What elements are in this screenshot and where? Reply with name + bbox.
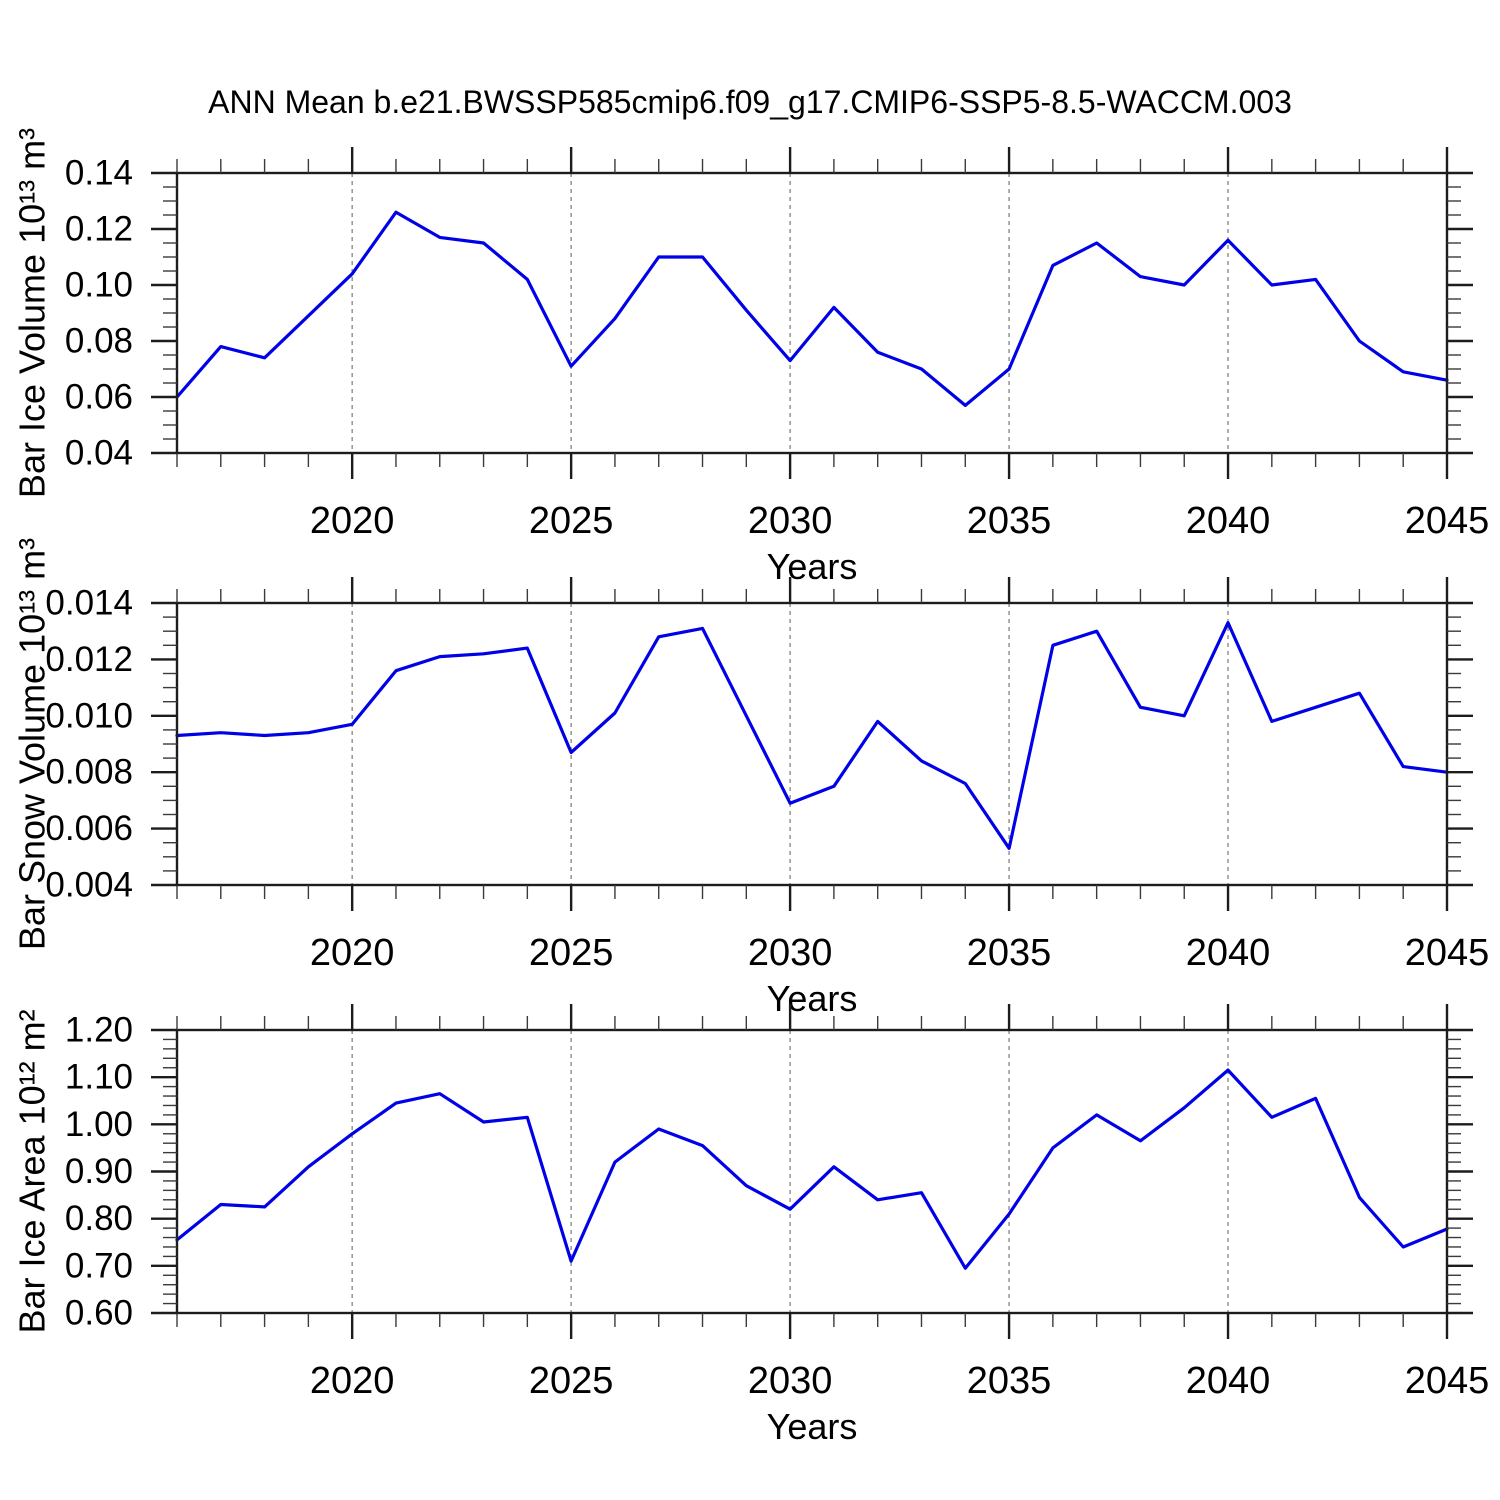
- y-tick-label: 0.10: [65, 266, 133, 305]
- x-tick-label: 2035: [967, 1360, 1052, 1402]
- y-axis-title: Bar Ice Volume 10¹³ m³: [12, 128, 53, 498]
- x-tick-label: 2030: [748, 932, 833, 974]
- x-axis-title: Years: [767, 1406, 858, 1447]
- x-tick-label: 2045: [1405, 500, 1490, 542]
- x-tick-label: 2025: [529, 932, 614, 974]
- x-tick-label: 2040: [1186, 1360, 1271, 1402]
- y-tick-label: 0.010: [45, 696, 133, 735]
- x-tick-label: 2020: [310, 932, 395, 974]
- series-line-bar-ice-area: [175, 1068, 1449, 1270]
- y-axis-title: Bar Ice Area 10¹² m²: [12, 1009, 53, 1333]
- y-tick-label: 0.08: [65, 322, 133, 361]
- y-tick-label: 0.60: [65, 1294, 133, 1333]
- y-tick-label: 0.006: [45, 809, 133, 848]
- x-tick-label: 2035: [967, 500, 1052, 542]
- y-axis-title: Bar Snow Volume 10¹³ m³: [12, 538, 53, 950]
- y-tick-label: 0.80: [65, 1199, 133, 1238]
- plot-frame: [175, 1028, 1449, 1315]
- y-tick-label: 0.04: [65, 434, 133, 473]
- plot-frame: [175, 171, 1449, 455]
- x-tick-label: 2035: [967, 932, 1052, 974]
- panel-bar-ice-volume: 0.04 0.06 0.08 0.10 0.12 0.14 2020 2025 2030 2035…: [12, 128, 1490, 587]
- y-tick-label: 0.70: [65, 1246, 133, 1285]
- y-tick-label: 0.012: [45, 640, 133, 679]
- figure-title: ANN Mean b.e21.BWSSP585cmip6.f09_g17.CMI…: [208, 84, 1292, 120]
- x-tick-label: 2025: [529, 500, 614, 542]
- x-axis-title: Years: [767, 978, 858, 1019]
- x-tick-label: 2020: [310, 500, 395, 542]
- x-tick-label: 2040: [1186, 932, 1271, 974]
- series-line-bar-snow-volume: [175, 621, 1449, 850]
- x-tick-label: 2030: [748, 1360, 833, 1402]
- y-tick-label: 1.00: [65, 1105, 133, 1144]
- y-tick-label: 0.12: [65, 210, 133, 249]
- y-tick-label: 0.06: [65, 378, 133, 417]
- x-tick-label: 2045: [1405, 1360, 1490, 1402]
- x-tick-label: 2045: [1405, 932, 1490, 974]
- x-tick-label: 2020: [310, 1360, 395, 1402]
- y-tick-label: 0.90: [65, 1152, 133, 1191]
- y-tick-label: 1.10: [65, 1058, 133, 1097]
- x-tick-label: 2030: [748, 500, 833, 542]
- y-tick-label: 0.14: [65, 154, 133, 193]
- x-axis-title: Years: [767, 546, 858, 587]
- y-tick-label: 0.004: [45, 866, 133, 905]
- y-tick-label: 0.008: [45, 753, 133, 792]
- y-tick-label: 0.014: [45, 584, 133, 623]
- x-tick-label: 2040: [1186, 500, 1271, 542]
- x-tick-label: 2025: [529, 1360, 614, 1402]
- panel-bar-snow-volume: 0.004 0.006 0.008 0.010 0.012 0.014 2020 2025 20…: [12, 538, 1490, 1019]
- panel-bar-ice-area: 0.60 0.70 0.80 0.90 1.00 1.10 1.20 2020 2025 2030…: [12, 1004, 1490, 1447]
- plot-frame: [175, 601, 1449, 887]
- series-line-bar-ice-volume: [175, 210, 1449, 407]
- y-tick-label: 1.20: [65, 1011, 133, 1050]
